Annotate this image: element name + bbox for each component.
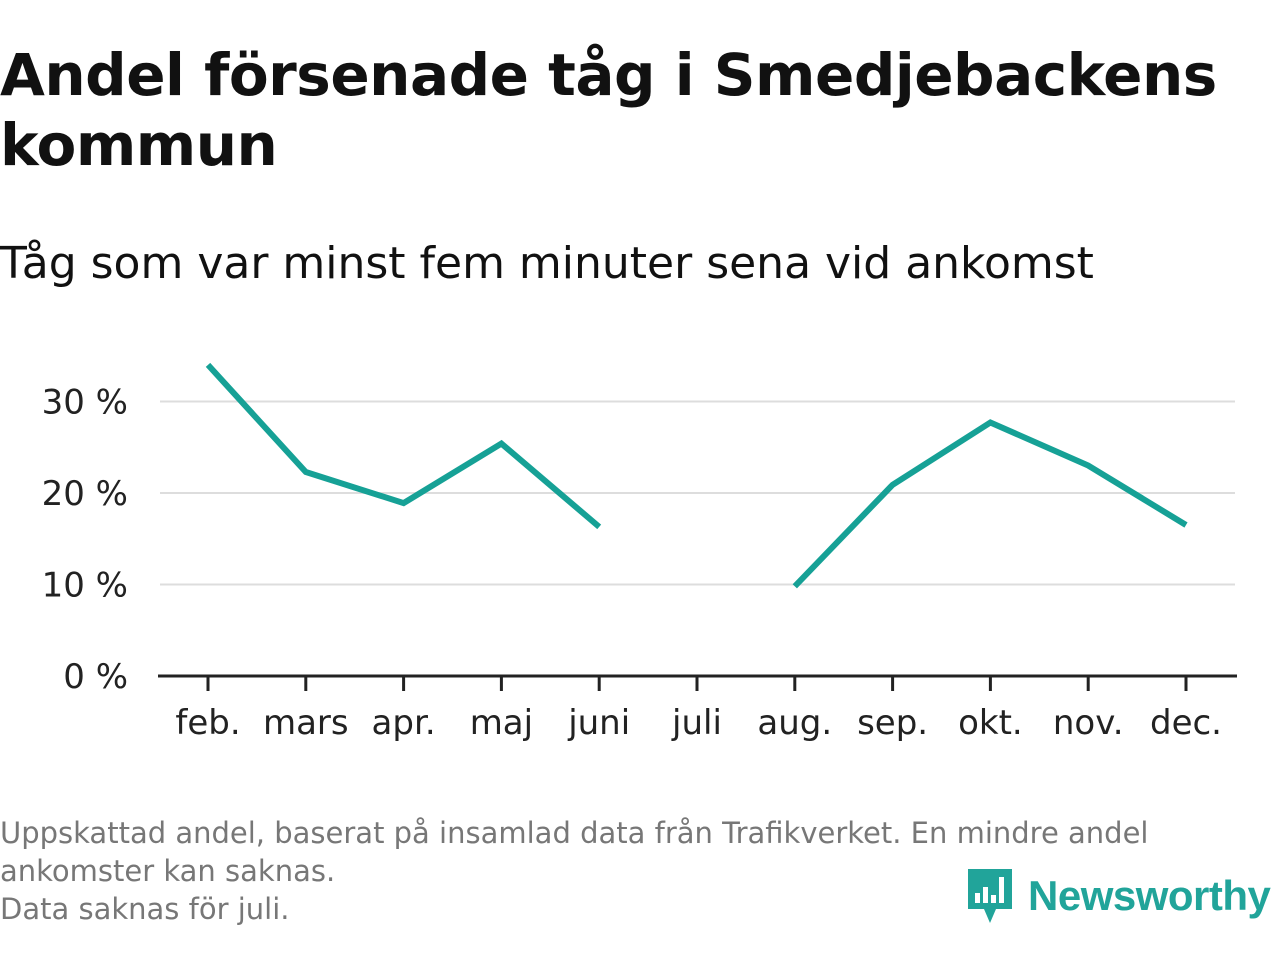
y-tick-label: 0 %	[63, 657, 128, 697]
y-axis-tick-labels: 0 % 10 % 20 % 30 %	[42, 383, 128, 698]
footer-note-line-2: ankomster kan saknas.	[0, 854, 336, 888]
series-line-segment	[792, 419, 1188, 589]
grid-lines	[160, 400, 1235, 586]
newsworthy-logo: Newsworthy	[964, 864, 1271, 928]
x-axis-tick-labels: feb. mars apr. maj juni juli aug. sep. okt. nov. d…	[175, 703, 1222, 743]
chart-subtitle: Tåg som var minst fem minuter sena vid a…	[0, 238, 1094, 289]
x-tick-label: sep.	[857, 703, 928, 743]
x-tick-label: dec.	[1150, 703, 1222, 743]
x-tick-label: apr.	[372, 703, 436, 743]
line-chart: 0 % 10 % 20 % 30 % feb. mars apr. maj juni juli a…	[42, 362, 1237, 743]
x-axis-ticks	[206, 676, 1188, 691]
newsworthy-bar-chart-icon	[968, 869, 1012, 923]
x-tick-label: aug.	[757, 703, 832, 743]
series-lines	[205, 362, 1188, 589]
x-tick-label: nov.	[1053, 703, 1124, 743]
footer-note: Uppskattad andel, baserat på insamlad da…	[0, 814, 1265, 928]
x-tick-label: maj	[470, 703, 533, 743]
footer-note-line-1: Uppskattad andel, baserat på insamlad da…	[0, 816, 1149, 850]
y-tick-label: 30 %	[42, 383, 128, 423]
x-tick-label: juni	[567, 703, 630, 743]
footer-note-line-3: Data saknas för juli.	[0, 892, 290, 926]
x-tick-label: feb.	[175, 703, 240, 743]
logo-text: Newsworthy	[1028, 872, 1271, 919]
x-tick-label: juli	[671, 703, 722, 743]
x-tick-label: okt.	[958, 703, 1023, 743]
y-tick-label: 10 %	[42, 566, 128, 606]
x-tick-label: mars	[263, 703, 349, 743]
y-tick-label: 20 %	[42, 474, 128, 514]
series-line-segment	[205, 362, 602, 530]
chart-title: Andel försenade tåg i Smedjebackens komm…	[0, 41, 1217, 179]
